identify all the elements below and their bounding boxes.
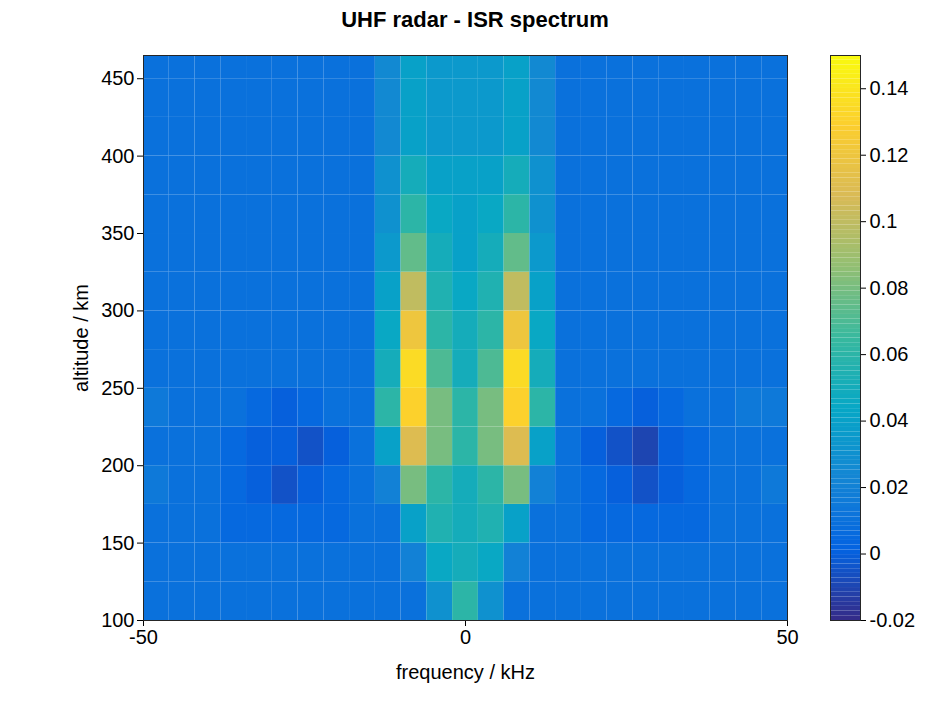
svg-text:250: 250 — [101, 377, 134, 399]
svg-text:0.12: 0.12 — [870, 144, 909, 166]
html-text:UHF radar - ISR spectrum: UHF radar - ISR spectrum — [341, 7, 609, 32]
svg-text:50: 50 — [776, 626, 798, 648]
svg-text:100: 100 — [101, 608, 135, 631]
svg-text:400: 400 — [101, 145, 134, 167]
svg-text:0.08: 0.08 — [870, 277, 909, 299]
svg-text:-50: -50 — [129, 626, 158, 648]
svg-text:altitude / km: altitude / km — [70, 284, 92, 392]
svg-text:-0.02: -0.02 — [870, 609, 916, 631]
svg-text:frequency / kHz: frequency / kHz — [396, 661, 535, 683]
svg-text:0.02: 0.02 — [870, 476, 909, 498]
svg-text:200: 200 — [101, 454, 134, 476]
svg-text:450: 450 — [101, 67, 134, 89]
svg-text:350: 350 — [101, 222, 134, 244]
svg-text:300: 300 — [101, 299, 134, 321]
svg-text:0.04: 0.04 — [870, 409, 909, 431]
svg-text:0.06: 0.06 — [870, 343, 909, 365]
svg-text:0: 0 — [460, 626, 471, 648]
svg-text:0.14: 0.14 — [870, 77, 909, 99]
svg-text:0: 0 — [870, 542, 881, 564]
svg-text:0.1: 0.1 — [870, 210, 898, 232]
svg-text:150: 150 — [101, 532, 134, 554]
